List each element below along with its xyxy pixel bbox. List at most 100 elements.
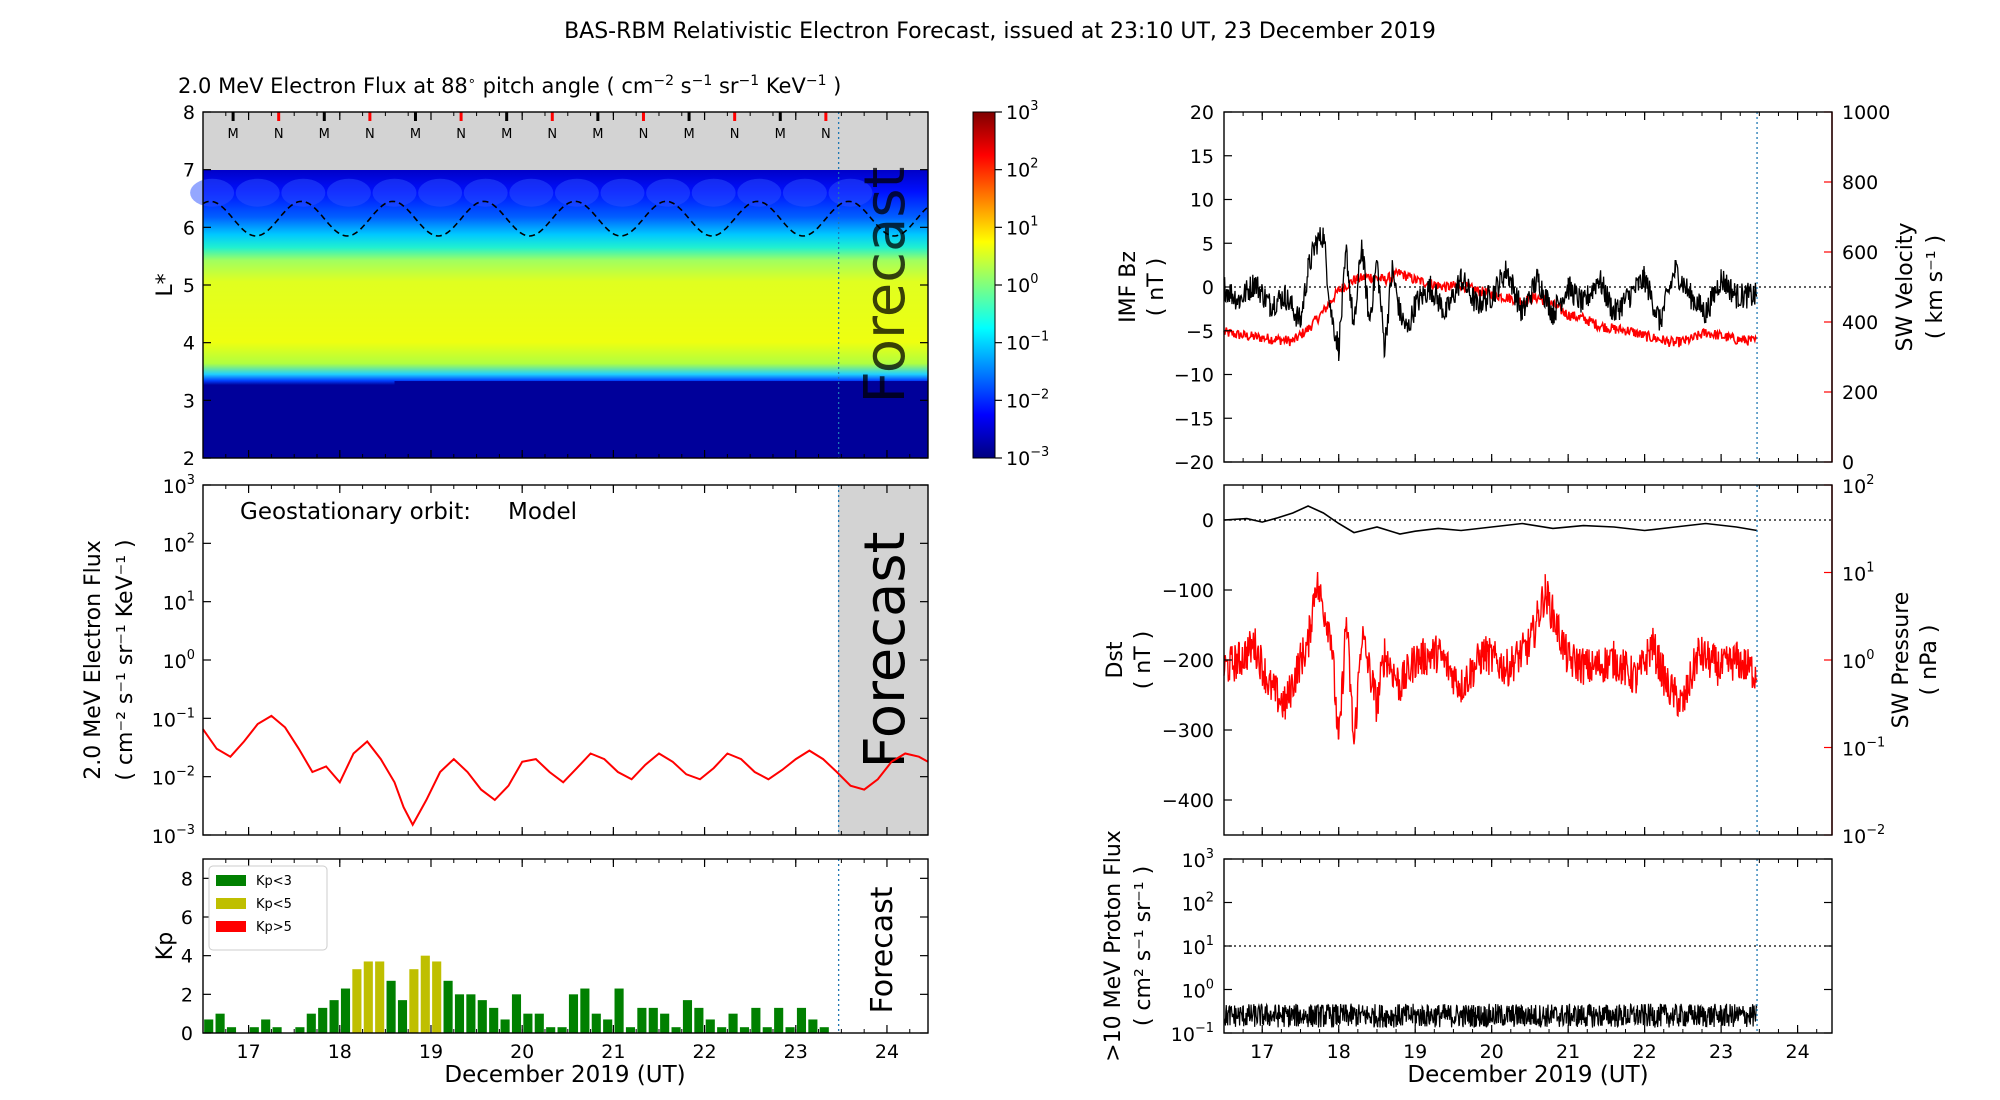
flux-enhancement [691,178,736,207]
kp-bar [261,1019,271,1033]
imf-frame [1223,111,1833,463]
y-tick-label-exp: 3 [1206,847,1214,862]
x-tick-label: 17 [1250,1041,1274,1063]
kp-bar [397,1000,408,1033]
dst-frame [1223,484,1833,836]
y-tick-label-base: 10 [1182,937,1206,959]
colorbar-tick-label-base: 10 [1006,217,1030,239]
y-tick-label: −400 [1162,790,1214,812]
model-flux-line [202,714,929,827]
imf-ylabel-line2: ( nT ) [1144,258,1169,317]
kp-legend-label-high: Kp>5 [256,920,292,935]
colorbar-tick-label: 10−2 [1006,387,1049,412]
sw-pressure-ylabel-line2: ( nPa ) [1917,625,1942,696]
y-tick-label: 100 [163,648,195,673]
geo-flux-panel: Forecast Geostationary orbit: Model 10−3… [81,473,929,848]
kp-bar [819,1027,829,1033]
colorbar-tick-label: 102 [1006,157,1038,182]
colorbar-tick-label-base: 10 [1006,390,1030,412]
y-tick-label-right: 200 [1842,382,1878,404]
y-tick-label-right-base: 10 [1842,651,1866,673]
kp-bar [739,1027,750,1033]
kp-bar [204,1019,214,1033]
sw-pressure-line [1223,571,1758,745]
y-tick-label: 103 [163,473,195,498]
y-tick-label-base: 10 [163,534,187,556]
figure-title: BAS-RBM Relativistic Electron Forecast, … [564,19,1436,44]
y-tick-label: 103 [1182,847,1214,872]
colorbar-tick-label-exp: −1 [1030,330,1049,345]
y-tick-label-exp: −3 [176,823,195,838]
kp-bar [546,1027,556,1033]
x-tick-label: 20 [1480,1041,1504,1063]
sw-pressure-ylabel-line1: SW Pressure [1889,592,1914,729]
dst-ylabel-line1: Dst [1103,641,1128,678]
kp-bar [340,988,351,1033]
y-tick-label: 10−1 [152,706,195,731]
y-tick-label-right-exp: −2 [1866,823,1885,838]
kp-bar [375,961,385,1033]
colorbar-tick-label: 100 [1006,272,1038,297]
flux-enhancement [782,178,827,207]
heatmap-ylabel: L* [153,273,178,296]
kp-bar [671,1027,681,1033]
x-tick-label: 22 [692,1041,716,1063]
kp-bar [318,1007,328,1033]
orbit-marker-label: N [730,127,740,142]
geo-frame [202,484,929,836]
orbit-marker-label: M [683,127,694,142]
y-tick-label: 2 [181,984,193,1006]
y-tick-label: 20 [1190,102,1214,124]
flux-enhancement [646,178,691,207]
kp-bar [808,1019,818,1033]
y-tick-label: 8 [181,868,193,890]
orbit-marker-label: M [775,127,786,142]
y-tick-label: 6 [183,217,195,239]
kp-bar [796,1007,807,1033]
geo-annotation-label: Geostationary orbit: [240,499,471,525]
kp-bar [420,955,430,1033]
y-tick-label-exp: 1 [187,590,195,605]
kp-bar [728,1013,738,1033]
kp-bar [511,994,522,1033]
kp-bar [625,1027,636,1033]
x-tick-label: 19 [1403,1041,1427,1063]
proton-ylabel-line2: ( cm² s⁻¹ sr⁻¹ ) [1131,866,1156,1026]
y-tick-label: −5 [1186,321,1214,343]
colorbar-tick-label-base: 10 [1006,102,1030,124]
geo-annotation-series: Model [508,499,577,525]
y-tick-label-exp: 3 [187,473,195,488]
y-tick-label-exp: 1 [1206,934,1214,949]
kp-bar [614,988,624,1033]
orbit-marker-label: M [410,127,421,142]
y-tick-label-right: 0 [1842,452,1854,474]
kp-bar [432,961,442,1033]
colorbar-tick-label-exp: −2 [1030,387,1049,402]
y-tick-label-right: 1000 [1842,102,1890,124]
y-tick-label: 15 [1190,146,1214,168]
proton-flux-line [1223,1002,1758,1029]
kp-bar [534,1013,544,1033]
kp-bar [386,980,396,1033]
y-tick-label: −300 [1162,720,1214,742]
geo-ylabel-line2: ( cm⁻² s⁻¹ sr⁻¹ KeV⁻¹ ) [113,539,138,780]
kp-xlabel: December 2019 (UT) [444,1062,685,1088]
y-tick-label: 5 [1202,233,1214,255]
kp-bar [363,961,373,1033]
kp-bar [774,1007,784,1033]
heatmap-forecast-label: Forecast [853,167,918,404]
kp-bar [568,994,579,1033]
y-tick-label-right: 100 [1842,648,1874,673]
drift-shell-dashed-line [202,200,928,237]
colorbar-tick-label: 103 [1006,99,1038,124]
kp-bar [648,1007,658,1033]
flux-enhancement [235,178,280,207]
x-tick-label: 20 [510,1041,534,1063]
y-tick-label: 0 [1202,277,1214,299]
y-tick-label-exp: −2 [176,765,195,780]
kp-bar [751,1007,761,1033]
x-tick-label: 18 [328,1041,352,1063]
